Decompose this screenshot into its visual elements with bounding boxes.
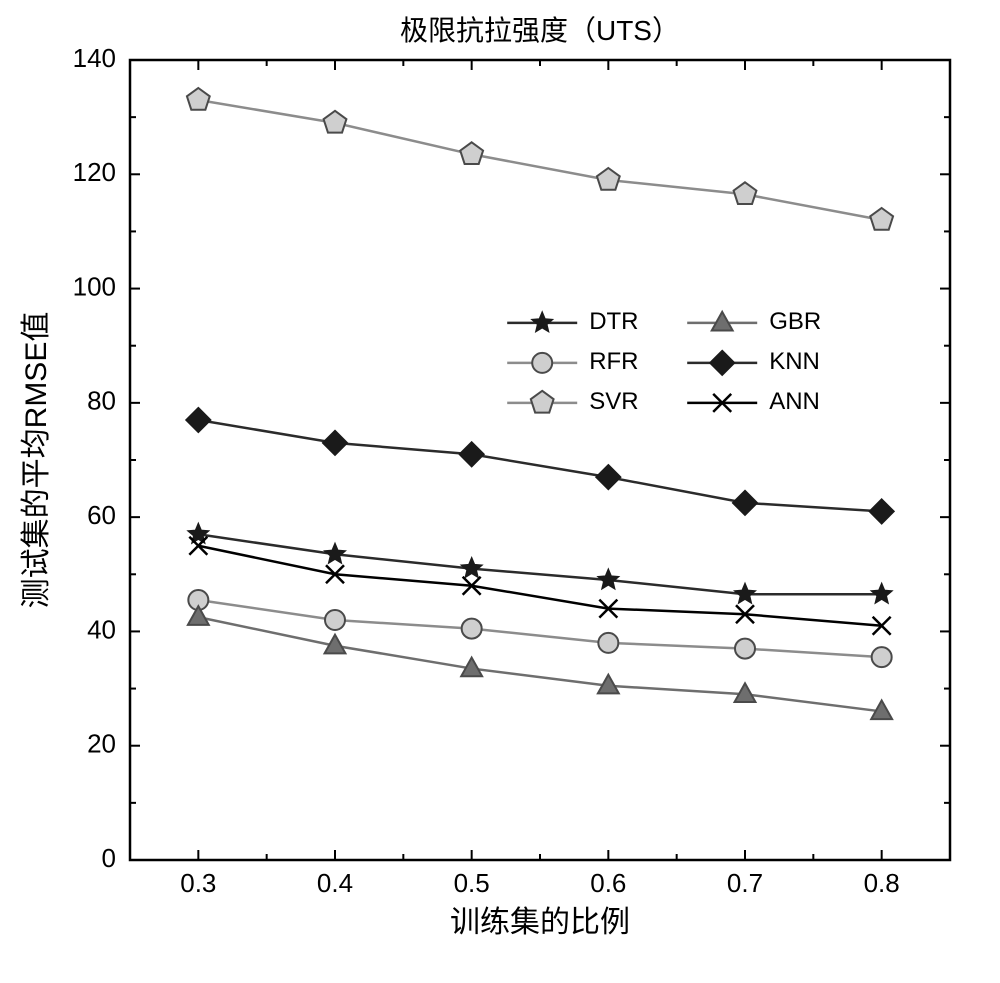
legend-label-DTR: DTR: [589, 308, 638, 335]
uts-rmse-line-chart: 0 20 40 60 80 100 120 140 0.3 0.4 0.5 0.6 0.7 0.8 极限抗拉…: [0, 0, 1000, 983]
legend-label-SVR: SVR: [589, 388, 638, 415]
y-tick-label: 0: [102, 843, 116, 873]
x-tick-label: 0.3: [180, 868, 216, 898]
y-tick-label: 40: [87, 614, 116, 644]
y-tick-label: 100: [73, 271, 116, 301]
chart-title: 极限抗拉强度（UTS）: [400, 15, 680, 46]
x-tick-label: 0.4: [317, 868, 353, 898]
y-tick-label: 20: [87, 729, 116, 759]
x-axis-label: 训练集的比例: [450, 906, 630, 939]
legend-label-KNN: KNN: [769, 348, 820, 375]
x-tick-label: 0.5: [454, 868, 490, 898]
legend-label-ANN: ANN: [769, 388, 820, 415]
chart-container: 0 20 40 60 80 100 120 140 0.3 0.4 0.5 0.6 0.7 0.8 极限抗拉…: [0, 0, 1000, 983]
y-tick-label: 80: [87, 386, 116, 416]
y-tick-label: 60: [87, 500, 116, 530]
x-tick-label: 0.6: [590, 868, 626, 898]
y-axis-label: 测试集的平均RMSE值: [20, 312, 53, 609]
y-tick-label: 120: [73, 157, 116, 187]
legend-label-RFR: RFR: [589, 348, 638, 375]
x-tick-label: 0.7: [727, 868, 763, 898]
y-tick-label: 140: [73, 43, 116, 73]
legend-label-GBR: GBR: [769, 308, 821, 335]
x-tick-label: 0.8: [864, 868, 900, 898]
